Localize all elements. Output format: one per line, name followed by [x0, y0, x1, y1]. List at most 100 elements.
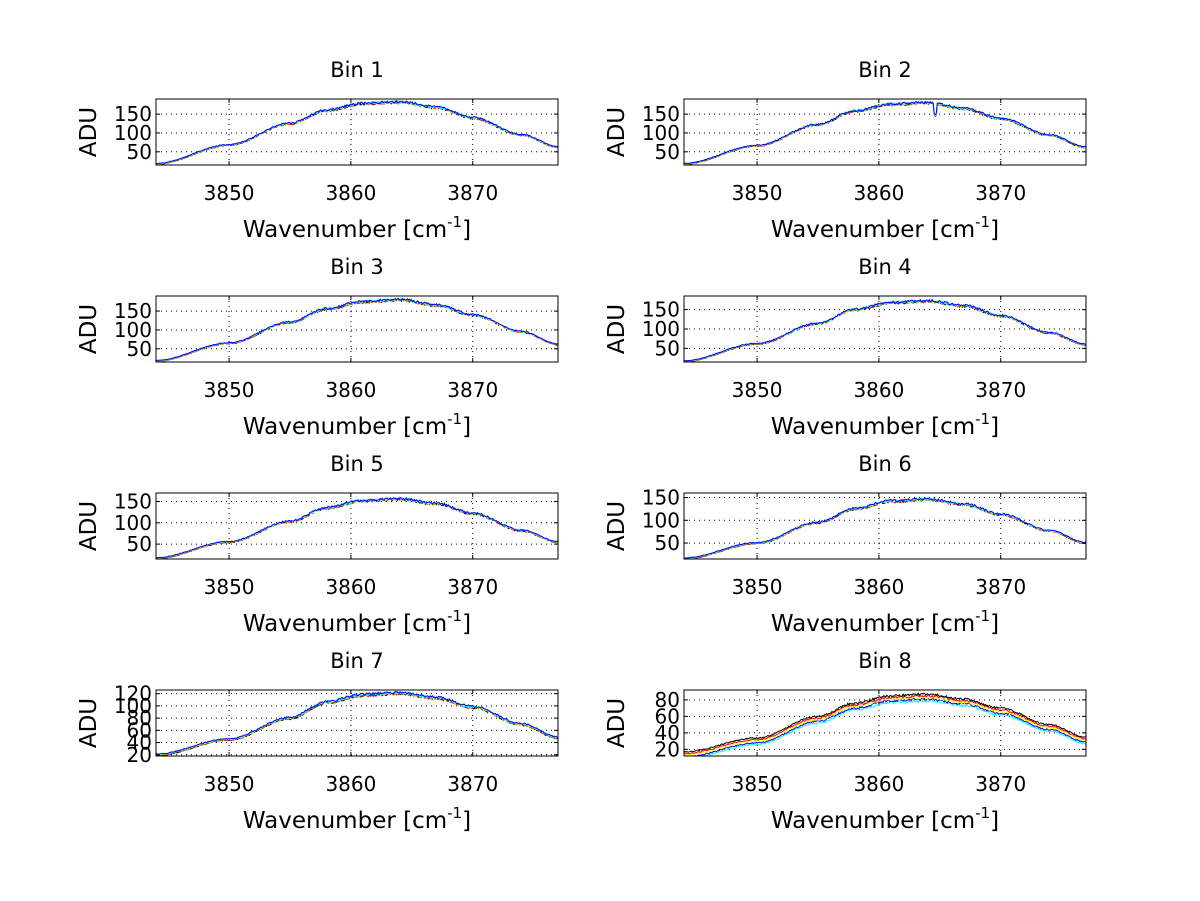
x-axis-label-superscript: -1: [975, 410, 990, 428]
x-tick-label: 3860: [853, 772, 904, 796]
x-axis-label-end: ]: [462, 414, 471, 440]
subplot-title: Bin 7: [330, 649, 384, 673]
y-tick-label: 50: [655, 531, 680, 555]
axes-box: [155, 689, 559, 757]
y-axis-label: ADU: [76, 501, 102, 551]
spectrum-series: [683, 100, 1087, 165]
x-tick-label: 3870: [447, 181, 498, 205]
subplot-title: Bin 1: [330, 58, 384, 82]
spectrum-series: [683, 695, 1087, 757]
x-tick-label: 3870: [447, 772, 498, 796]
spectrum-series: [155, 297, 559, 362]
x-tick-label: 3850: [732, 772, 783, 796]
x-axis-label: Wavenumber [cm-1]: [771, 607, 999, 637]
y-tick-label: 50: [127, 140, 152, 164]
axes-box: [683, 689, 1087, 757]
y-tick-label: 150: [642, 298, 680, 322]
x-tick-label: 3860: [325, 575, 376, 599]
y-tick-label: 150: [114, 490, 152, 514]
y-tick-label: 80: [127, 706, 152, 730]
axes-box: [155, 295, 559, 363]
x-axis-label-main: Wavenumber [cm: [243, 414, 447, 440]
y-tick-label: 150: [642, 486, 680, 510]
y-tick-label: 20: [127, 743, 152, 767]
spectrum-series: [683, 692, 1087, 753]
y-tick-label: 150: [114, 299, 152, 323]
y-tick-label: 60: [127, 718, 152, 742]
subplot-title: Bin 4: [858, 255, 912, 279]
spectrum-series: [684, 699, 1087, 757]
axes-box: [683, 98, 1087, 166]
y-tick-label: 100: [114, 318, 152, 342]
x-tick-label: 3850: [204, 575, 255, 599]
x-tick-label: 3850: [204, 772, 255, 796]
x-tick-label: 3850: [732, 181, 783, 205]
y-tick-label: 50: [655, 140, 680, 164]
x-axis-label-superscript: -1: [447, 607, 462, 625]
x-axis-label: Wavenumber [cm-1]: [771, 804, 999, 834]
x-axis-label-main: Wavenumber [cm: [771, 217, 975, 243]
y-tick-label: 60: [655, 704, 680, 728]
y-axis-label: ADU: [604, 698, 630, 748]
x-axis-label-end: ]: [990, 217, 999, 243]
x-tick-label: 3850: [204, 378, 255, 402]
x-axis-label-superscript: -1: [447, 410, 462, 428]
y-tick-label: 40: [127, 731, 152, 755]
x-tick-label: 3860: [325, 181, 376, 205]
x-axis-label-superscript: -1: [447, 213, 462, 231]
y-tick-label: 40: [655, 721, 680, 745]
x-axis-label-end: ]: [990, 414, 999, 440]
y-axis-label: ADU: [76, 698, 102, 748]
y-tick-label: 100: [642, 317, 680, 341]
x-tick-label: 3850: [732, 575, 783, 599]
y-tick-label: 100: [642, 121, 680, 145]
spectrum-series: [156, 496, 559, 559]
x-tick-label: 3870: [975, 575, 1026, 599]
x-tick-label: 3860: [325, 378, 376, 402]
x-axis-label-main: Wavenumber [cm: [243, 217, 447, 243]
x-axis-label: Wavenumber [cm-1]: [243, 213, 471, 243]
x-tick-label: 3870: [447, 378, 498, 402]
y-tick-label: 50: [127, 337, 152, 361]
x-axis-label-superscript: -1: [447, 804, 462, 822]
x-axis-label-superscript: -1: [975, 213, 990, 231]
subplot-title: Bin 6: [858, 452, 912, 476]
x-axis-label-end: ]: [990, 808, 999, 834]
x-tick-label: 3870: [975, 181, 1026, 205]
x-axis-label-superscript: -1: [975, 607, 990, 625]
x-axis-label: Wavenumber [cm-1]: [243, 410, 471, 440]
x-axis-label-end: ]: [990, 611, 999, 637]
spectrum-series: [683, 497, 1086, 559]
x-axis-label-main: Wavenumber [cm: [771, 808, 975, 834]
x-axis-label: Wavenumber [cm-1]: [771, 213, 999, 243]
x-tick-label: 3860: [853, 575, 904, 599]
x-tick-label: 3860: [853, 181, 904, 205]
y-tick-label: 150: [642, 102, 680, 126]
x-tick-label: 3850: [732, 378, 783, 402]
x-axis-label: Wavenumber [cm-1]: [771, 410, 999, 440]
x-axis-label-main: Wavenumber [cm: [771, 414, 975, 440]
x-tick-label: 3850: [204, 181, 255, 205]
x-tick-label: 3870: [975, 772, 1026, 796]
x-axis-label-end: ]: [462, 217, 471, 243]
subplot-title: Bin 2: [858, 58, 912, 82]
x-axis-label-main: Wavenumber [cm: [243, 808, 447, 834]
axes-box: [155, 492, 559, 560]
x-tick-label: 3860: [325, 772, 376, 796]
x-axis-label: Wavenumber [cm-1]: [243, 804, 471, 834]
spectrum-series: [155, 691, 559, 756]
y-tick-label: 100: [642, 508, 680, 532]
axes-box: [155, 98, 559, 166]
x-tick-label: 3870: [447, 575, 498, 599]
x-axis-label: Wavenumber [cm-1]: [243, 607, 471, 637]
x-tick-label: 3860: [853, 378, 904, 402]
x-axis-label-end: ]: [462, 611, 471, 637]
